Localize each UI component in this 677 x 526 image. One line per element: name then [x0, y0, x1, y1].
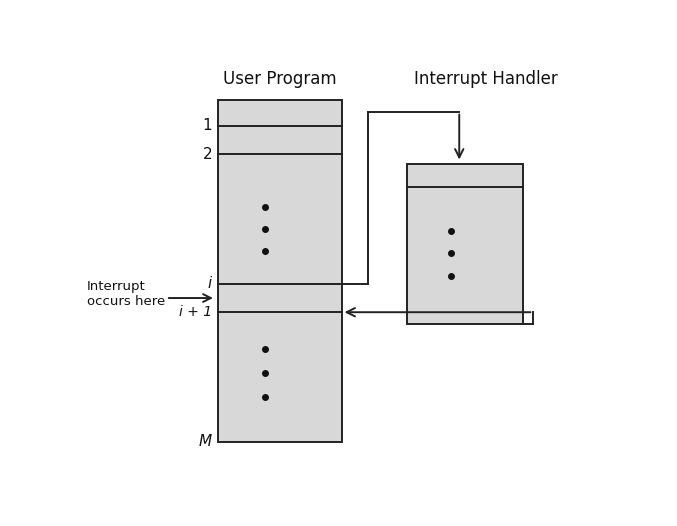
Text: User Program: User Program [223, 70, 337, 88]
Text: Interrupt Handler: Interrupt Handler [414, 70, 558, 88]
Text: i + 1: i + 1 [179, 305, 212, 319]
Text: M: M [199, 434, 212, 449]
Text: 1: 1 [202, 118, 212, 134]
Bar [408, 164, 523, 325]
Bar [219, 99, 342, 442]
Text: 2: 2 [202, 147, 212, 162]
Text: i: i [208, 276, 212, 291]
Text: Interrupt
occurs here: Interrupt occurs here [87, 280, 165, 308]
